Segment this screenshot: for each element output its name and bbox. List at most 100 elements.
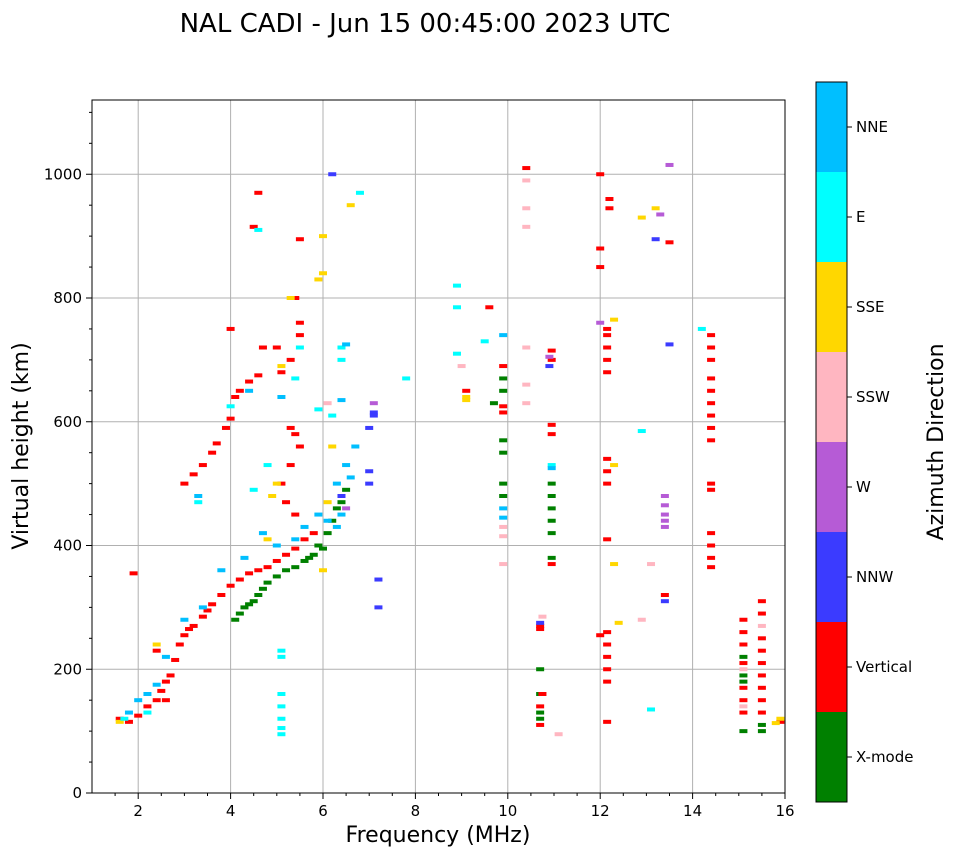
point-nne-28 (499, 333, 508, 338)
point-vertical-128 (757, 710, 766, 715)
point-vertical-107 (707, 481, 716, 486)
point-vertical-116 (739, 661, 748, 666)
point-vertical-32 (198, 463, 207, 468)
point-vertical-22 (272, 558, 281, 563)
point-vertical-70 (536, 627, 545, 632)
point-nnw-7 (328, 172, 337, 177)
point-vertical-60 (485, 305, 494, 310)
point-vertical-92 (596, 172, 605, 177)
point-vertical-72 (536, 704, 545, 709)
point-e-16 (277, 716, 286, 721)
point-vertical-71 (536, 623, 545, 628)
point-vertical-12 (189, 623, 198, 628)
point-nnw-1 (374, 605, 383, 610)
point-e-12 (277, 648, 286, 653)
point-vertical-75 (603, 357, 612, 362)
point-vertical-122 (757, 636, 766, 641)
point-sse-1 (319, 234, 327, 239)
point-vertical-91 (605, 206, 614, 211)
point-vertical-25 (300, 537, 309, 542)
colorbar-swatch-0 (816, 712, 847, 802)
point-nne-11 (291, 537, 300, 542)
point-e-27 (194, 500, 203, 505)
point-nne-20 (143, 692, 152, 696)
point-xmode-29 (547, 518, 556, 523)
point-vertical-11 (185, 627, 194, 632)
point-vertical-42 (258, 345, 267, 350)
point-vertical-9 (175, 642, 184, 647)
point-e-17 (277, 726, 286, 731)
point-xmode-17 (337, 500, 346, 505)
point-vertical-98 (707, 333, 716, 338)
point-sse-9 (319, 568, 327, 573)
colorbar: X-mode Vertical NNW W SSW SSE E NNE (815, 81, 913, 803)
point-vertical-41 (226, 326, 235, 331)
point-vertical-24 (291, 546, 300, 551)
point-xmode-39 (739, 679, 748, 684)
point-vertical-20 (254, 568, 263, 573)
point-vertical-105 (707, 425, 716, 430)
x-tick-label-5: 12 (591, 802, 610, 820)
point-xmode-4 (249, 599, 258, 604)
point-xmode-25 (499, 494, 508, 498)
point-vertical-119 (739, 710, 748, 715)
point-ssw-8 (522, 382, 531, 387)
point-xmode-26 (499, 481, 508, 486)
colorbar-swatch-4 (816, 352, 847, 442)
point-vertical-54 (295, 444, 304, 449)
point-vertical-113 (739, 617, 748, 622)
point-e-7 (337, 345, 346, 350)
point-ssw-4 (522, 178, 531, 183)
point-vertical-58 (291, 512, 300, 517)
point-nne-1 (337, 398, 346, 403)
point-vertical-61 (499, 410, 508, 415)
point-ssw-12 (637, 617, 646, 622)
data-points (115, 162, 785, 737)
point-nne-8 (323, 518, 332, 523)
point-vertical-123 (757, 648, 766, 653)
point-sse-5 (277, 364, 286, 369)
point-xmode-37 (536, 716, 545, 721)
point-vertical-126 (757, 685, 766, 690)
point-ssw-5 (522, 206, 531, 211)
point-e-29 (120, 716, 129, 721)
point-ssw-14 (739, 704, 748, 709)
point-xmode-23 (499, 450, 508, 455)
point-vertical-29 (129, 571, 138, 576)
point-ssw-15 (739, 667, 748, 672)
point-sse-11 (328, 444, 337, 449)
point-vertical-19 (245, 571, 254, 576)
point-nne-12 (272, 543, 281, 548)
point-vertical-117 (739, 685, 748, 690)
point-xmode-13 (319, 546, 327, 551)
point-ssw-2 (499, 534, 508, 539)
y-ticks: 0 200 400 600 800 1000 (44, 111, 92, 802)
point-xmode-22 (499, 376, 508, 381)
y-axis-label: Virtual height (km) (9, 342, 34, 549)
point-vertical-127 (757, 698, 766, 703)
point-w-1 (660, 503, 669, 508)
point-xmode-14 (323, 531, 332, 536)
point-vertical-4 (152, 698, 161, 703)
point-vertical-34 (212, 441, 221, 446)
point-e-2 (402, 376, 411, 381)
point-vertical-77 (603, 333, 612, 338)
point-nne-10 (300, 524, 309, 529)
point-sse-4 (286, 296, 295, 300)
y-tick-label-2: 400 (53, 537, 82, 555)
point-nne-13 (258, 531, 267, 536)
point-vertical-18 (235, 577, 244, 582)
point-xmode-40 (739, 673, 748, 678)
point-vertical-50 (295, 237, 304, 242)
colorbar-label-6: E (856, 208, 865, 226)
point-sse-21 (771, 721, 780, 726)
point-sse-12 (462, 395, 471, 399)
point-vertical-84 (603, 630, 612, 635)
point-vertical-97 (660, 593, 669, 597)
point-vertical-56 (277, 481, 286, 486)
point-vertical-52 (286, 425, 295, 430)
point-nne-5 (332, 481, 341, 486)
point-sse-18 (637, 215, 646, 220)
point-nne-2 (351, 444, 360, 449)
x-tick-label-4: 10 (498, 802, 517, 820)
